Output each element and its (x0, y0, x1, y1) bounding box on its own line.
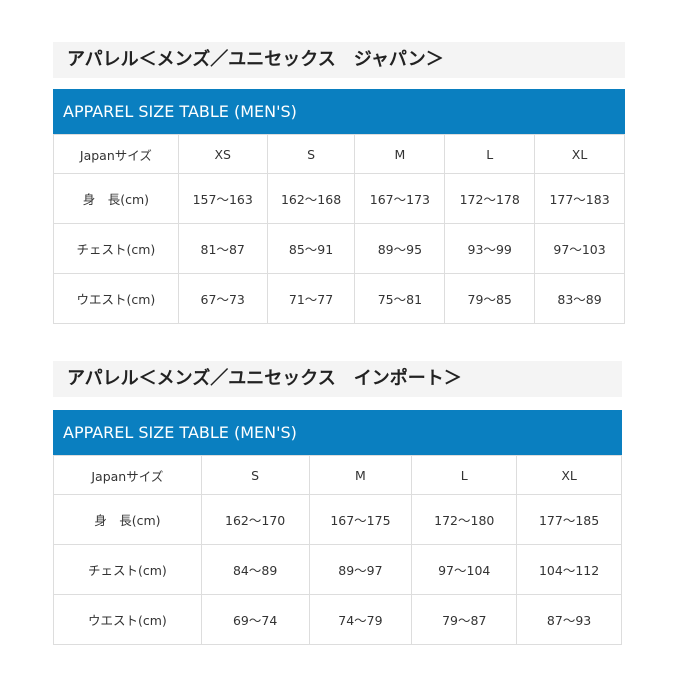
size-section-japan: アパレル＜メンズ／ユニセックス ジャパン＞ APPAREL SIZE TABLE… (53, 42, 625, 324)
row-label: 身 長(cm) (53, 494, 202, 545)
size-table: Japanサイズ S M L XL 身 長(cm) 162～170 167～175 172～18… (53, 455, 622, 645)
table-cell: 162～170 (200, 494, 310, 545)
table-cell: 71～77 (266, 273, 356, 324)
table-cell: 93～99 (444, 223, 536, 274)
row-label: チェスト(cm) (53, 223, 179, 274)
table-row: チェスト(cm) 81～87 85～91 89～95 93～99 97～103 (53, 223, 625, 274)
table-cell: 97～103 (534, 223, 625, 274)
table-cell: M (354, 134, 446, 174)
table-cell: 79～87 (411, 594, 518, 645)
table-cell: 177～185 (516, 494, 622, 545)
table-cell: 89～95 (354, 223, 446, 274)
table-cell: 167～173 (354, 173, 446, 224)
table-cell: 69～74 (200, 594, 310, 645)
table-header-row: Japanサイズ XS S M L XL (53, 134, 625, 174)
size-section-import: アパレル＜メンズ／ユニセックス インポート＞ APPAREL SIZE TABL… (53, 361, 622, 645)
table-cell: 172～180 (411, 494, 518, 545)
row-label: 身 長(cm) (53, 173, 179, 224)
row-label: Japanサイズ (53, 134, 179, 174)
table-cell: XS (177, 134, 268, 174)
size-table: Japanサイズ XS S M L XL 身 長(cm) 157～163 162～168 167～… (53, 134, 625, 324)
table-cell: 104～112 (516, 544, 622, 595)
table-cell: 67～73 (177, 273, 268, 324)
table-cell: 85～91 (266, 223, 356, 274)
section-title: アパレル＜メンズ／ユニセックス ジャパン＞ (53, 42, 625, 78)
table-cell: 81～87 (177, 223, 268, 274)
table-cell: XL (534, 134, 625, 174)
table-row: ウエスト(cm) 69～74 74～79 79～87 87～93 (53, 594, 622, 645)
table-row: 身 長(cm) 162～170 167～175 172～180 177～185 (53, 494, 622, 545)
table-cell: XL (516, 455, 622, 495)
row-label: ウエスト(cm) (53, 273, 179, 324)
section-title: アパレル＜メンズ／ユニセックス インポート＞ (53, 361, 622, 397)
table-cell: M (308, 455, 413, 495)
table-cell: 177～183 (534, 173, 625, 224)
table-cell: S (266, 134, 356, 174)
table-cell: L (444, 134, 536, 174)
row-label: ウエスト(cm) (53, 594, 202, 645)
table-cell: 162～168 (266, 173, 356, 224)
table-cell: S (200, 455, 310, 495)
table-row: ウエスト(cm) 67～73 71～77 75～81 79～85 83～89 (53, 273, 625, 324)
table-cell: 167～175 (308, 494, 413, 545)
table-cell: 74～79 (308, 594, 413, 645)
table-cell: 97～104 (411, 544, 518, 595)
table-banner: APPAREL SIZE TABLE (MEN'S) (53, 89, 625, 134)
table-banner: APPAREL SIZE TABLE (MEN'S) (53, 410, 622, 455)
table-cell: 89～97 (308, 544, 413, 595)
table-cell: 79～85 (444, 273, 536, 324)
table-cell: 84～89 (200, 544, 310, 595)
table-cell: 157～163 (177, 173, 268, 224)
row-label: チェスト(cm) (53, 544, 202, 595)
table-cell: 172～178 (444, 173, 536, 224)
table-header-row: Japanサイズ S M L XL (53, 455, 622, 495)
table-cell: 75～81 (354, 273, 446, 324)
table-cell: L (411, 455, 518, 495)
row-label: Japanサイズ (53, 455, 202, 495)
table-cell: 83～89 (534, 273, 625, 324)
table-row: 身 長(cm) 157～163 162～168 167～173 172～178 177～1… (53, 173, 625, 224)
table-row: チェスト(cm) 84～89 89～97 97～104 104～112 (53, 544, 622, 595)
table-cell: 87～93 (516, 594, 622, 645)
